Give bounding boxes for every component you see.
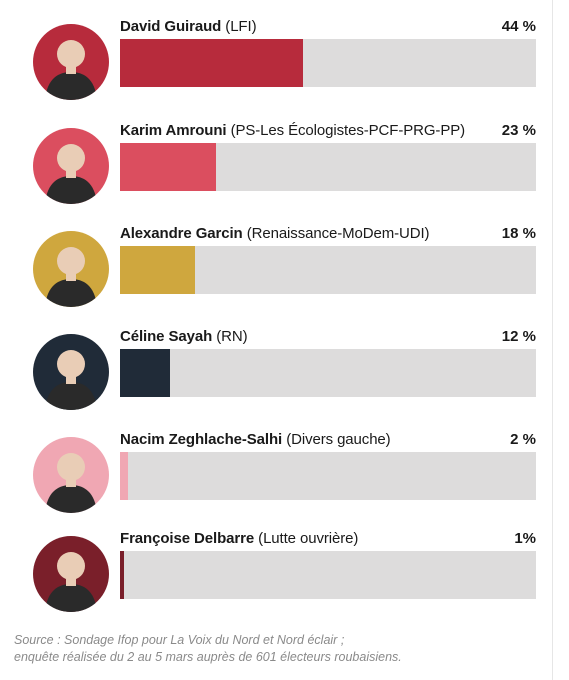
bar-track — [120, 39, 536, 87]
bar — [120, 39, 304, 87]
bar-track — [120, 349, 536, 397]
candidate-label: Alexandre Garcin (Renaissance-MoDem-UDI) — [120, 225, 430, 242]
source-note: Source : Sondage Ifop pour La Voix du No… — [14, 632, 559, 666]
bar — [120, 246, 195, 294]
candidate-label: Karim Amrouni (PS-Les Écologistes-PCF-PR… — [120, 122, 465, 139]
poll-chart: David Guiraud (LFI) 44 % Karim Amrouni (PS… — [0, 14, 569, 626]
portrait-icon — [33, 536, 109, 612]
source-line-2: enquête réalisée du 2 au 5 mars auprès d… — [14, 650, 402, 664]
percent-label: 2 % — [510, 431, 536, 448]
bar — [120, 143, 216, 191]
party-name: (Divers gauche) — [286, 431, 391, 448]
percent-label: 23 % — [501, 122, 536, 139]
bar — [120, 349, 170, 397]
candidate-row: Karim Amrouni (PS-Les Écologistes-PCF-PR… — [0, 118, 569, 218]
candidate-name: Françoise Delbarre — [120, 530, 255, 547]
percent-label: 18 % — [501, 225, 536, 242]
candidate-label: David Guiraud (LFI) — [120, 18, 257, 35]
candidate-label: Nacim Zeghlache-Salhi (Divers gauche) — [120, 431, 391, 448]
party-name: (Lutte ouvrière) — [258, 530, 359, 547]
candidate-row: Nacim Zeghlache-Salhi (Divers gauche) 2 % — [0, 427, 569, 527]
bar-track — [120, 143, 536, 191]
bar-track — [120, 551, 536, 599]
party-name: (RN) — [216, 328, 248, 345]
percent-label: 12 % — [501, 328, 536, 345]
candidate-row: David Guiraud (LFI) 44 % — [0, 14, 569, 114]
bar-track — [120, 246, 536, 294]
portrait-icon — [33, 231, 109, 307]
portrait-icon — [33, 437, 109, 513]
party-name: (Renaissance-MoDem-UDI) — [246, 225, 430, 242]
portrait-icon — [33, 334, 109, 410]
candidate-label: Françoise Delbarre (Lutte ouvrière) — [120, 530, 358, 547]
candidate-name: Alexandre Garcin — [120, 225, 243, 242]
party-name: (PS-Les Écologistes-PCF-PRG-PP) — [230, 122, 466, 139]
portrait-icon — [33, 128, 109, 204]
page-edge-line — [552, 0, 553, 680]
candidate-name: Nacim Zeghlache-Salhi — [120, 431, 283, 448]
percent-label: 44 % — [501, 18, 536, 35]
party-name: (LFI) — [225, 18, 257, 35]
candidate-row: Françoise Delbarre (Lutte ouvrière) 1% — [0, 526, 569, 626]
source-line-1: Source : Sondage Ifop pour La Voix du No… — [14, 633, 345, 647]
candidate-row: Céline Sayah (RN) 12 % — [0, 324, 569, 424]
portrait-icon — [33, 24, 109, 100]
bar — [120, 551, 125, 599]
bar-track — [120, 452, 536, 500]
candidate-name: Karim Amrouni — [120, 122, 227, 139]
bar — [120, 452, 129, 500]
candidate-name: David Guiraud — [120, 18, 222, 35]
candidate-label: Céline Sayah (RN) — [120, 328, 248, 345]
candidate-name: Céline Sayah — [120, 328, 213, 345]
candidate-row: Alexandre Garcin (Renaissance-MoDem-UDI)… — [0, 221, 569, 321]
percent-label: 1% — [514, 530, 536, 547]
